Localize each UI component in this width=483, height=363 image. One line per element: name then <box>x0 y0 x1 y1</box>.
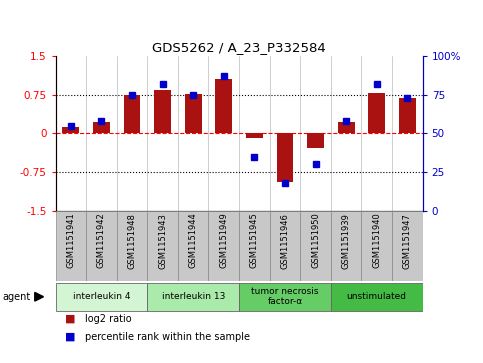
Bar <box>147 283 239 311</box>
Bar <box>277 133 293 182</box>
Bar <box>399 98 416 133</box>
Bar <box>154 90 171 133</box>
Text: GSM1151941: GSM1151941 <box>66 213 75 268</box>
Bar <box>392 211 423 281</box>
Text: GSM1151948: GSM1151948 <box>128 213 137 269</box>
Bar <box>178 211 209 281</box>
Text: GSM1151940: GSM1151940 <box>372 213 381 268</box>
Bar <box>331 211 361 281</box>
Bar <box>209 211 239 281</box>
Text: log2 ratio: log2 ratio <box>85 314 131 324</box>
Bar <box>361 211 392 281</box>
Bar <box>56 211 86 281</box>
Text: agent: agent <box>2 292 30 302</box>
Bar <box>215 79 232 133</box>
Text: ■: ■ <box>65 314 76 324</box>
Polygon shape <box>35 293 43 301</box>
Bar <box>56 283 147 311</box>
Text: GSM1151944: GSM1151944 <box>189 213 198 268</box>
Text: unstimulated: unstimulated <box>347 292 407 301</box>
Bar <box>124 95 141 133</box>
Text: GSM1151947: GSM1151947 <box>403 213 412 269</box>
Bar <box>331 283 423 311</box>
Bar <box>300 211 331 281</box>
Text: GSM1151943: GSM1151943 <box>158 213 167 269</box>
Bar <box>239 211 270 281</box>
Bar <box>62 127 79 133</box>
Bar <box>270 211 300 281</box>
Bar <box>307 133 324 148</box>
Text: ■: ■ <box>65 332 76 342</box>
Text: interleukin 4: interleukin 4 <box>72 292 130 301</box>
Text: GSM1151946: GSM1151946 <box>281 213 289 269</box>
Text: GSM1151949: GSM1151949 <box>219 213 228 268</box>
Text: percentile rank within the sample: percentile rank within the sample <box>85 332 250 342</box>
Text: GSM1151945: GSM1151945 <box>250 213 259 268</box>
Bar <box>86 211 117 281</box>
Bar <box>147 211 178 281</box>
Bar <box>338 122 355 133</box>
Title: GDS5262 / A_23_P332584: GDS5262 / A_23_P332584 <box>152 41 326 54</box>
Bar <box>239 283 331 311</box>
Text: GSM1151939: GSM1151939 <box>341 213 351 269</box>
Bar <box>185 94 201 133</box>
Text: interleukin 13: interleukin 13 <box>161 292 225 301</box>
Text: GSM1151942: GSM1151942 <box>97 213 106 268</box>
Text: GSM1151950: GSM1151950 <box>311 213 320 268</box>
Bar <box>246 133 263 138</box>
Bar <box>369 93 385 133</box>
Bar <box>93 122 110 133</box>
Text: tumor necrosis
factor-α: tumor necrosis factor-α <box>251 287 319 306</box>
Bar <box>117 211 147 281</box>
